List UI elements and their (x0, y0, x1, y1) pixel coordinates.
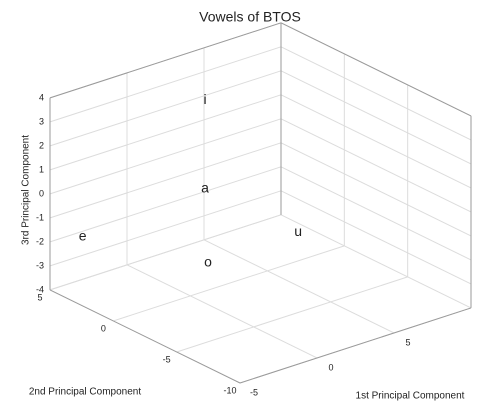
z-tick-label: -2 (36, 236, 44, 246)
grid-line (49, 94, 282, 171)
grid-line (280, 142, 472, 237)
grid-line (280, 118, 472, 213)
grid-line (280, 94, 472, 189)
point-label: i (203, 91, 206, 107)
box-edge (49, 22, 282, 99)
grid-line (280, 46, 472, 141)
x-tick-label: -5 (250, 387, 258, 397)
z-tick-label: -1 (36, 212, 44, 222)
z-axis-label: 3rd Principal Component (21, 135, 32, 245)
grid-line (49, 118, 282, 195)
grid-line (49, 70, 282, 147)
z-tick-label: 3 (39, 116, 44, 126)
chart-title: Vowels of BTOS (199, 9, 301, 25)
grid-line (280, 166, 472, 261)
grid-line (203, 239, 395, 334)
z-tick-label: -3 (36, 260, 44, 270)
z-tick-label: 4 (39, 92, 44, 102)
y-tick-label: -5 (163, 354, 171, 364)
y-tick-label: 0 (101, 323, 106, 333)
box-edge (49, 289, 241, 384)
box-edge (239, 307, 472, 384)
grid-line (49, 166, 282, 243)
grid-line (49, 190, 282, 267)
point-label: e (79, 228, 87, 244)
y-tick-label: 5 (37, 292, 42, 302)
grid-line (280, 214, 472, 309)
grid-line (280, 190, 472, 285)
point-label: a (201, 180, 209, 196)
z-tick-label: 1 (39, 164, 44, 174)
y-axis-label: 2nd Principal Component (29, 387, 142, 398)
x-tick-label: 5 (405, 337, 410, 347)
z-tick-label: -4 (36, 284, 44, 294)
grid-line (280, 70, 472, 165)
x-tick-label: 0 (328, 362, 333, 372)
grid-line (176, 276, 408, 353)
grid-line (49, 46, 282, 123)
grid-line (49, 142, 282, 219)
x-axis-label: 1st Principal Component (356, 391, 465, 402)
grid-line (49, 214, 282, 291)
grid-line (126, 264, 318, 359)
z-tick-label: 2 (39, 140, 44, 150)
z-tick-label: 0 (39, 188, 44, 198)
y-tick-label: -10 (223, 385, 236, 395)
box-edge (280, 22, 472, 117)
point-label: o (204, 254, 212, 270)
grid-line (113, 245, 345, 322)
point-label: u (294, 223, 302, 239)
